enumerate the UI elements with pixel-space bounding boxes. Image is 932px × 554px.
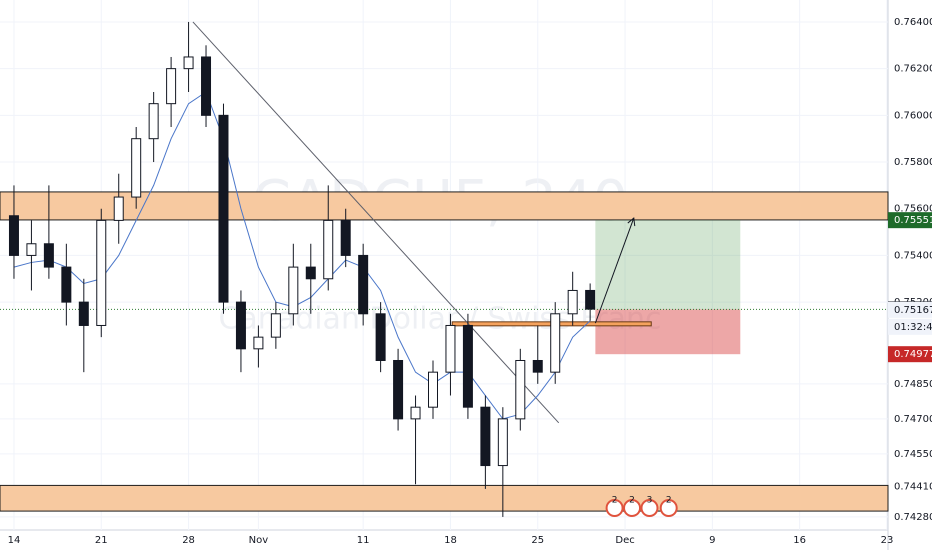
candle-body — [26, 243, 37, 256]
candle-body — [375, 313, 386, 361]
event-icon — [659, 499, 678, 517]
event-icon — [605, 499, 624, 517]
moving-average — [13, 91, 591, 420]
price-badge — [888, 346, 932, 363]
candle-body — [480, 406, 491, 467]
x-tick-label: 9 — [709, 535, 715, 546]
event-label: 2 — [612, 496, 618, 506]
candle-body — [253, 336, 264, 350]
event-label: 3 — [647, 496, 653, 506]
y-tick-label: 0.76000 — [894, 110, 932, 121]
position-stop — [595, 309, 741, 355]
candle-body — [567, 289, 578, 315]
y-tick-label: 0.76400 — [894, 17, 932, 28]
x-tick-label: 11 — [357, 535, 370, 546]
y-tick-label: 0.74850 — [894, 379, 932, 390]
event-label: 2 — [666, 496, 672, 506]
candle-body — [201, 56, 212, 116]
candle-body — [410, 406, 421, 420]
candle-body — [218, 114, 229, 303]
candle-body — [305, 266, 316, 280]
candle-body — [532, 359, 543, 373]
candle-body — [131, 138, 142, 198]
event-icon — [640, 499, 659, 517]
price-badge — [888, 318, 932, 335]
candle-body — [113, 196, 124, 221]
zone — [0, 484, 889, 512]
candle-body — [43, 243, 54, 268]
price-badge-label: 01:32:44 — [894, 322, 932, 333]
y-tick-label: 0.75800 — [894, 157, 932, 168]
y-tick-label: 0.74410 — [894, 482, 932, 493]
y-tick-label: 0.75400 — [894, 250, 932, 261]
candle-body — [78, 301, 89, 326]
candle-body — [462, 324, 473, 408]
x-tick-label: 18 — [444, 535, 457, 546]
candle-body — [288, 266, 299, 315]
price-badge-label: 0.74977 — [894, 349, 932, 360]
price-badge-label: 0.75167 — [894, 305, 932, 316]
candle-body — [166, 68, 177, 105]
x-tick-label: Nov — [249, 535, 269, 546]
y-tick-label: 0.74280 — [894, 512, 932, 523]
trendline — [192, 21, 560, 424]
x-tick-label: 28 — [182, 535, 195, 546]
candle-body — [340, 219, 351, 256]
candle-body — [393, 359, 404, 420]
candle-body — [550, 313, 561, 373]
candle-body — [183, 56, 194, 70]
x-tick-label: 23 — [881, 535, 894, 546]
x-tick-label: 21 — [95, 535, 108, 546]
candle-body — [428, 371, 439, 408]
x-tick-label: Dec — [615, 535, 634, 546]
price-badge — [888, 301, 932, 318]
arrow-head — [627, 217, 636, 227]
candle-body — [585, 289, 596, 310]
price-badge — [888, 212, 932, 229]
event-icon — [623, 499, 642, 517]
y-tick-label: 0.76200 — [894, 64, 932, 75]
candle-body — [61, 266, 72, 303]
x-tick-label: 14 — [8, 535, 21, 546]
x-tick-label: 25 — [531, 535, 544, 546]
candle-body — [270, 313, 281, 338]
candle-body — [323, 219, 334, 280]
event-label: 2 — [629, 496, 635, 506]
candle-body — [497, 418, 508, 467]
y-tick-label: 0.75600 — [894, 204, 932, 215]
candle-body — [148, 103, 159, 140]
candle-body — [96, 219, 107, 326]
y-tick-label: 0.74550 — [894, 449, 932, 460]
y-tick-label: 0.74700 — [894, 414, 932, 425]
candle-body — [235, 301, 246, 350]
candle-body — [8, 215, 19, 256]
candle-body — [445, 324, 456, 373]
candle-body — [358, 254, 369, 315]
position-target — [595, 220, 741, 310]
price-badge-label: 0.75551 — [894, 215, 932, 226]
candle-body — [515, 359, 526, 420]
x-tick-label: 16 — [793, 535, 806, 546]
arrow — [594, 217, 635, 324]
